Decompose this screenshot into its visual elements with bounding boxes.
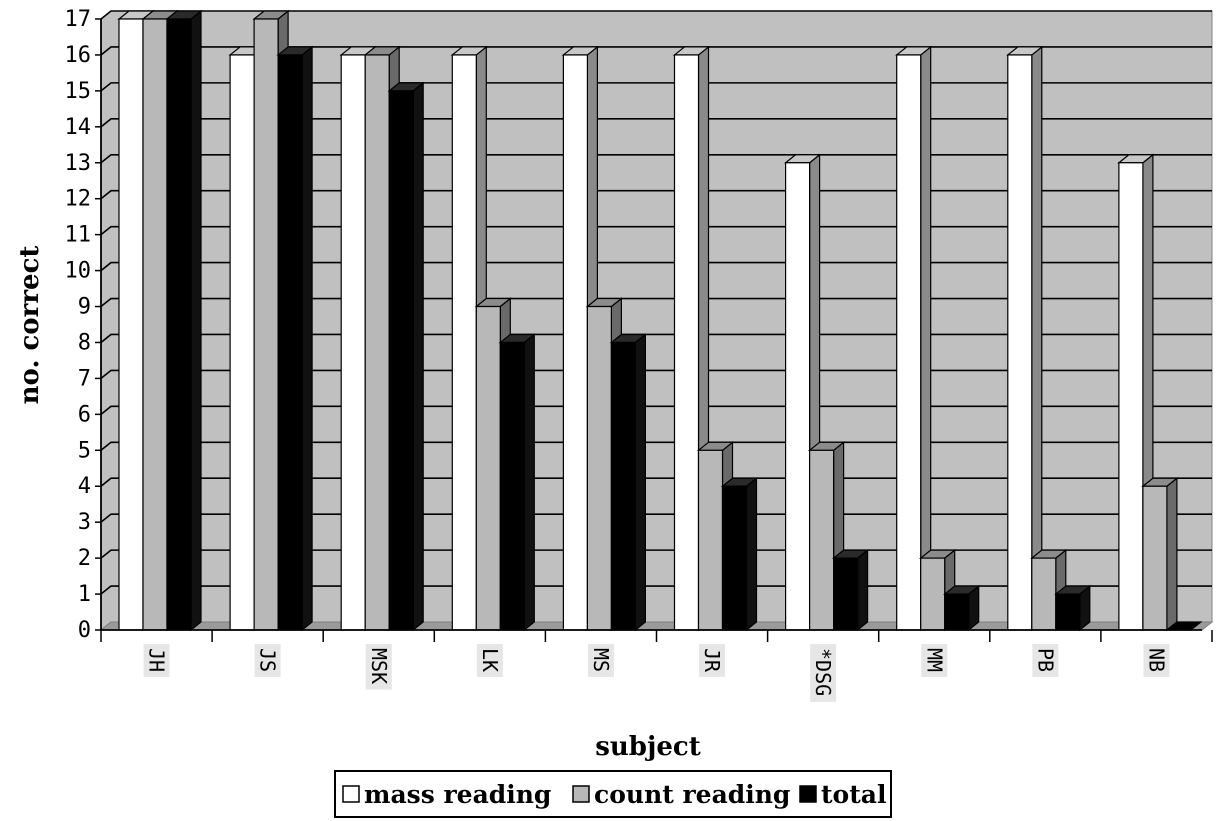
y-tick-label-9: 9: [78, 295, 91, 320]
axes: [95, 18, 1213, 642]
gridline-17: [100, 10, 1212, 20]
y-tick-label-7: 7: [78, 366, 91, 391]
bar-total-dsg: [831, 548, 870, 632]
x-category-labels: JH JS MSK LK MS JR *DSG MM PB NB: [143, 644, 1170, 702]
x-category-label-mm: MM: [921, 644, 948, 677]
y-tick-label-10: 10: [65, 259, 92, 284]
x-category-label-jh: JH: [143, 644, 170, 677]
gridline-5: [100, 441, 1212, 451]
bar-total-lk: [498, 333, 537, 632]
gridline-15: [100, 82, 1212, 92]
svg-text:PB: PB: [1033, 648, 1057, 672]
bar-total-jr: [720, 476, 759, 632]
y-tick-label-17: 17: [65, 7, 92, 32]
y-tick-label-1: 1: [78, 582, 91, 607]
y-axis-title: no. correct: [15, 246, 45, 405]
y-tick-label-2: 2: [78, 546, 91, 571]
bar-count-reading-nb: [1141, 476, 1179, 632]
legend-label-total: total: [821, 780, 886, 809]
x-category-label-nb: NB: [1143, 644, 1170, 677]
y-tick-label-14: 14: [65, 115, 92, 140]
gridline-3: [100, 513, 1212, 523]
legend-swatch-mass-reading: [342, 785, 360, 803]
gridline-7: [100, 369, 1212, 380]
bar-total-msk: [387, 81, 425, 632]
svg-text:JR: JR: [700, 648, 724, 673]
gridline-12: [100, 189, 1212, 200]
gridline-8: [100, 333, 1212, 344]
legend-label-mass-reading: mass reading: [364, 780, 551, 809]
svg-text:*DSG: *DSG: [811, 648, 835, 696]
bars: [117, 9, 1203, 632]
x-category-label-js: JS: [254, 644, 281, 677]
gridlines: [100, 10, 1212, 595]
x-category-label-dsg: *DSG: [810, 644, 837, 702]
gridline-16: [100, 46, 1212, 56]
legend-swatch-count-reading: [572, 785, 590, 803]
legend: mass reading count reading total: [334, 770, 892, 818]
y-tick-label-0: 0: [78, 618, 91, 643]
x-category-label-ms: MS: [587, 644, 614, 677]
bar-total-jh: [165, 9, 203, 632]
svg-text:MSK: MSK: [367, 648, 391, 684]
y-tick-label-11: 11: [65, 223, 92, 248]
gridline-14: [100, 118, 1212, 128]
svg-text:MM: MM: [922, 648, 946, 672]
gridline-13: [100, 153, 1212, 164]
x-category-label-jr: JR: [699, 644, 726, 677]
y-tick-label-8: 8: [78, 330, 91, 355]
gridline-9: [100, 297, 1212, 308]
bar-mass-reading-nb: [1117, 153, 1155, 632]
svg-text:JS: JS: [256, 648, 280, 672]
y-tick-label-13: 13: [65, 151, 92, 176]
bar-total-js: [276, 45, 314, 632]
legend-label-count-reading: count reading: [594, 780, 790, 809]
bar-total-ms: [609, 333, 648, 632]
legend-swatch-total: [799, 785, 817, 803]
bar-count-reading-dsg: [807, 441, 846, 632]
gridline-6: [100, 405, 1212, 415]
svg-text:NB: NB: [1144, 648, 1168, 672]
bar-mass-reading-pb: [1006, 45, 1044, 632]
gridline-10: [100, 261, 1212, 272]
gridline-4: [100, 477, 1212, 487]
y-tick-label-4: 4: [78, 474, 91, 499]
x-category-label-lk: LK: [476, 644, 503, 677]
y-tick-label-5: 5: [78, 438, 91, 463]
bar-total-mm: [942, 584, 981, 632]
svg-text:LK: LK: [478, 648, 502, 672]
y-tick-label-3: 3: [78, 510, 91, 535]
svg-text:JH: JH: [145, 648, 169, 672]
bar-total-pb: [1054, 584, 1092, 632]
y-tick-label-6: 6: [78, 402, 91, 427]
bar-mass-reading-mm: [894, 45, 933, 632]
y-tick-label-15: 15: [65, 79, 92, 104]
x-category-label-msk: MSK: [365, 644, 392, 690]
x-category-label-pb: PB: [1032, 644, 1059, 677]
y-tick-label-16: 16: [65, 43, 92, 68]
svg-text:MS: MS: [589, 648, 613, 672]
legend-frame: [334, 770, 892, 818]
y-tick-label-12: 12: [65, 187, 92, 212]
gridline-11: [100, 225, 1212, 236]
x-axis-title: subject: [595, 732, 701, 762]
